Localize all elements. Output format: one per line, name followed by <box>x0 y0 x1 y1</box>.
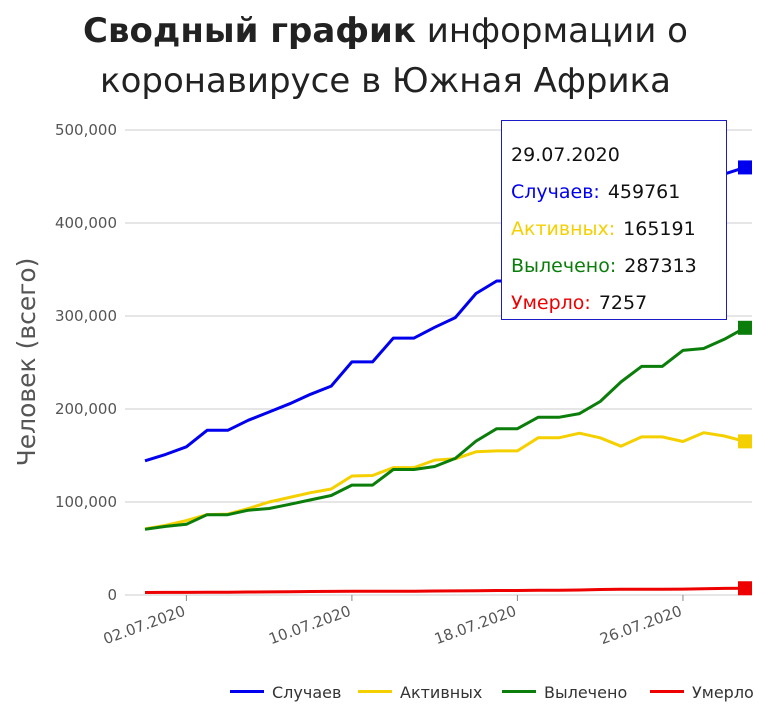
x-tick-label: 10.07.2020 <box>266 602 353 648</box>
y-tick-label: 500,000 <box>55 121 117 139</box>
legend-swatch-active <box>358 690 392 693</box>
tooltip-row-recovered: Вылечено: 287313 <box>511 248 726 285</box>
end-marker-recovered[interactable] <box>738 320 752 335</box>
series-line-recovered <box>144 326 746 531</box>
y-tick-label: 100,000 <box>55 493 117 511</box>
legend-swatch-cases <box>230 690 264 693</box>
tooltip-active-label: Активных: <box>511 218 616 240</box>
chart-title-rest: информации о <box>426 11 688 51</box>
y-tick-label: 400,000 <box>55 214 117 232</box>
legend-item-cases[interactable]: Случаев <box>230 683 341 702</box>
tooltip-active-value: 165191 <box>623 218 696 240</box>
y-tick-label: 200,000 <box>55 400 117 418</box>
end-markers <box>738 160 752 596</box>
y-tick-label: 0 <box>107 586 117 604</box>
tooltip-recovered-label: Вылечено: <box>511 255 617 277</box>
tooltip-cases-label: Случаев: <box>511 181 600 203</box>
x-tick-label: 26.07.2020 <box>597 602 684 648</box>
hover-tooltip: 29.07.2020 Случаев: 459761 Активных: 16519… <box>501 120 727 320</box>
series-line-deaths <box>144 586 746 594</box>
tooltip-row-deaths: Умерло: 7257 <box>511 285 726 322</box>
tooltip-date: 29.07.2020 <box>511 144 620 166</box>
y-axis-label: Человек (всего) <box>12 258 41 467</box>
x-axis-ticks: 02.07.2020 10.07.2020 18.07.2020 26.07.2020 <box>101 595 684 648</box>
end-marker-cases[interactable] <box>738 160 752 175</box>
y-axis-ticks: 0 100,000 200,000 300,000 400,000 500,000 <box>55 121 117 604</box>
tooltip-deaths-label: Умерло: <box>511 292 591 314</box>
chart-legend: Случаев Активных Вылечено Умерло <box>230 683 771 707</box>
legend-item-recovered[interactable]: Вылечено <box>502 683 627 702</box>
legend-item-active[interactable]: Активных <box>358 683 482 702</box>
legend-label-active: Активных <box>400 683 483 702</box>
end-marker-deaths[interactable] <box>738 581 752 596</box>
end-marker-active[interactable] <box>738 434 752 449</box>
tooltip-recovered-value: 287313 <box>624 255 697 277</box>
tooltip-row-cases: Случаев: 459761 <box>511 174 726 211</box>
legend-label-cases: Случаев <box>272 683 342 702</box>
tooltip-cases-value: 459761 <box>607 181 681 203</box>
chart-title-line-1: Сводный график информации о <box>0 6 771 56</box>
legend-item-deaths[interactable]: Умерло <box>650 683 754 702</box>
y-tick-label: 300,000 <box>55 307 117 325</box>
tooltip-deaths-value: 7257 <box>598 292 648 314</box>
chart-title-line-2: коронавирусе в Южная Африка <box>100 61 671 101</box>
x-tick-label: 18.07.2020 <box>432 602 519 648</box>
legend-swatch-deaths <box>650 690 684 693</box>
tooltip-row-active: Активных: 165191 <box>511 211 726 248</box>
x-tick-label: 02.07.2020 <box>101 602 188 648</box>
chart-title: Сводный график информации о коронавирусе… <box>0 6 771 106</box>
legend-label-recovered: Вылечено <box>544 683 628 702</box>
legend-label-deaths: Умерло <box>692 683 754 702</box>
legend-swatch-recovered <box>502 690 536 693</box>
chart-title-bold: Сводный график <box>83 11 416 51</box>
